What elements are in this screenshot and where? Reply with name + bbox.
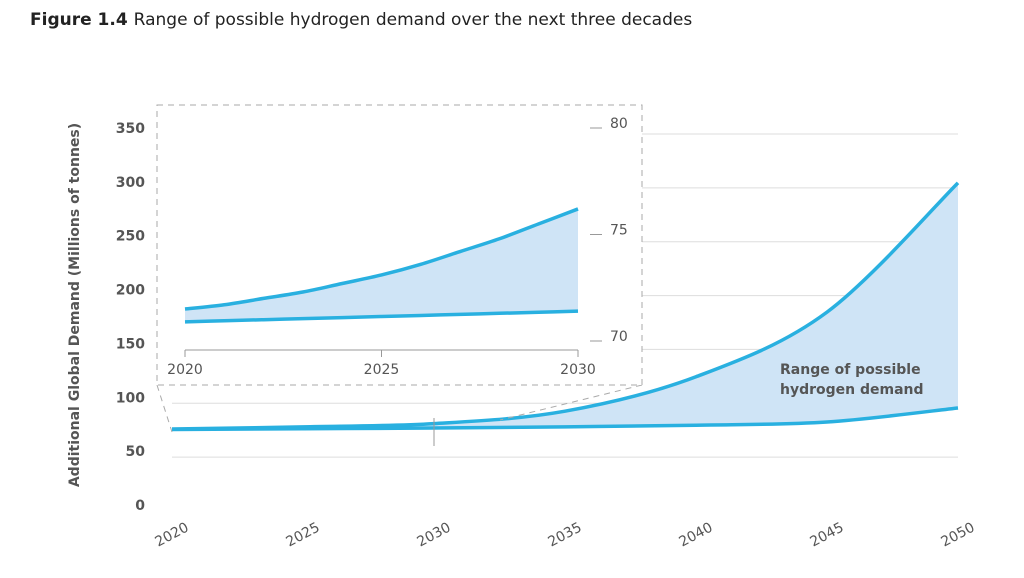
x-tick-label: 2040 xyxy=(677,520,716,551)
y-tick-label: 75 xyxy=(610,223,628,239)
x-tick-label: 2020 xyxy=(167,362,203,378)
y-tick-label: 100 xyxy=(116,390,145,406)
range-area xyxy=(185,208,578,322)
x-tick-label: 2025 xyxy=(284,520,323,551)
figure-label: Figure 1.4 xyxy=(30,10,128,30)
x-tick-label: 2025 xyxy=(364,362,400,378)
y-tick-label: 50 xyxy=(126,444,146,460)
y-tick-label: 80 xyxy=(610,116,628,132)
y-tick-label: 300 xyxy=(116,175,145,191)
chart-title: Figure 1.4 Range of possible hydrogen dem… xyxy=(30,10,692,30)
y-tick-label: 0 xyxy=(135,498,145,514)
annotation-line: Range of possible xyxy=(780,362,921,378)
inset-plot: 2020 2025 2030 70 75 80 xyxy=(156,104,643,433)
range-area xyxy=(172,182,958,430)
y-tick-label: 250 xyxy=(116,229,145,245)
connector xyxy=(499,384,643,421)
y-tick-label: 350 xyxy=(116,121,145,137)
y-tick-label: 200 xyxy=(116,283,145,299)
x-tick-label: 2030 xyxy=(560,362,596,378)
y-tick-label: 70 xyxy=(610,329,628,345)
x-tick-label: 2035 xyxy=(546,520,585,551)
series-line xyxy=(184,309,579,324)
x-tick-label: 2045 xyxy=(808,520,847,551)
title-text: Range of possible hydrogen demand over t… xyxy=(134,10,693,30)
y-tick-label: 150 xyxy=(116,336,145,352)
series-line xyxy=(171,406,959,432)
series-line xyxy=(184,207,579,311)
x-tick-label: 2030 xyxy=(415,520,454,551)
y-axis-label: Additional Global Demand (Millions of to… xyxy=(67,123,83,487)
x-tick-label: 2050 xyxy=(939,520,978,551)
x-tick-label: 2020 xyxy=(153,520,192,551)
series-line xyxy=(171,181,960,431)
connector xyxy=(156,384,173,433)
annotation-line: hydrogen demand xyxy=(780,382,924,398)
